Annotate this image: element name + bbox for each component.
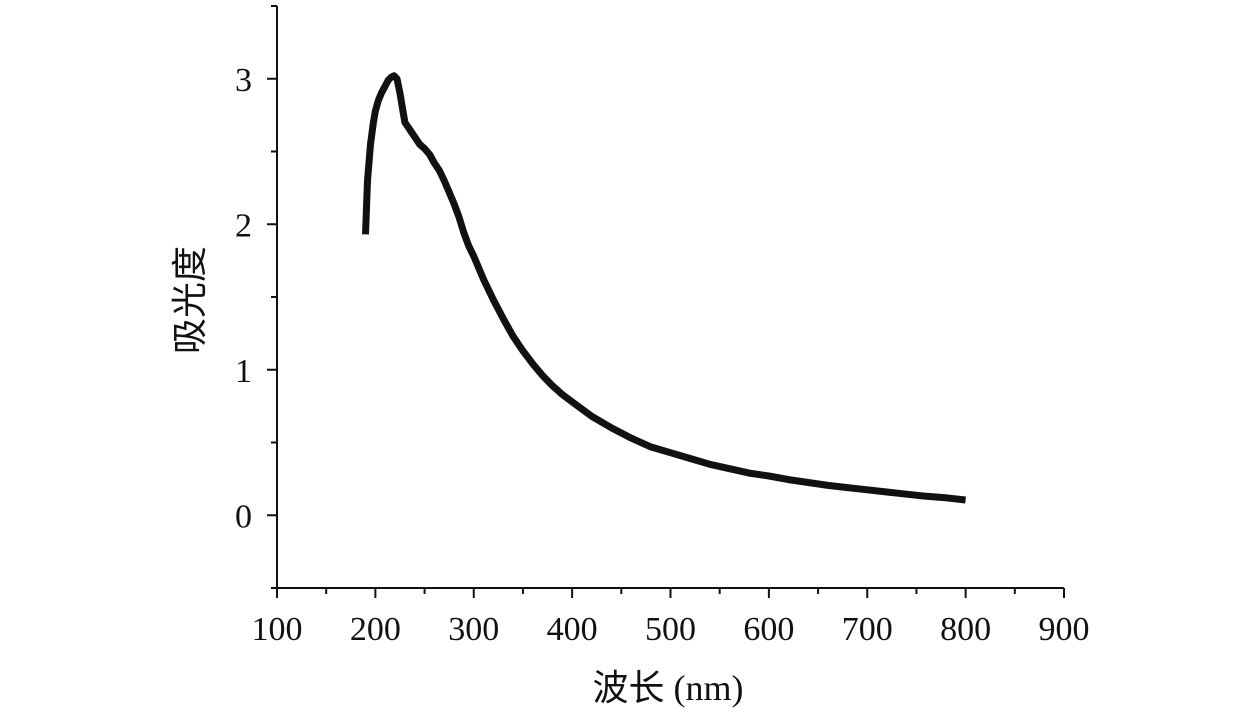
series-line [362, 72, 966, 504]
y-tick-labels: 0 1 2 3 [235, 62, 252, 536]
y-tick-label-1: 1 [235, 353, 252, 390]
x-axis-label: 波长 (nm) [593, 668, 744, 708]
y-ticks [267, 5, 277, 589]
x-tick-label-300: 300 [448, 611, 499, 648]
y-tick-label-2: 2 [235, 207, 252, 244]
y-tick-label-0: 0 [235, 498, 252, 535]
x-tick-labels: 100 200 300 400 500 600 700 800 900 [252, 611, 1090, 648]
x-tick-label-400: 400 [547, 611, 598, 648]
x-tick-label-600: 600 [743, 611, 794, 648]
y-axis-label: 吸光度 [170, 246, 210, 354]
x-tick-label-700: 700 [842, 611, 893, 648]
x-tick-label-100: 100 [252, 611, 303, 648]
x-ticks [276, 588, 1065, 598]
x-tick-label-800: 800 [940, 611, 991, 648]
y-tick-label-3: 3 [235, 62, 252, 99]
x-tick-label-900: 900 [1039, 611, 1090, 648]
x-tick-label-200: 200 [350, 611, 401, 648]
x-tick-label-500: 500 [645, 611, 696, 648]
